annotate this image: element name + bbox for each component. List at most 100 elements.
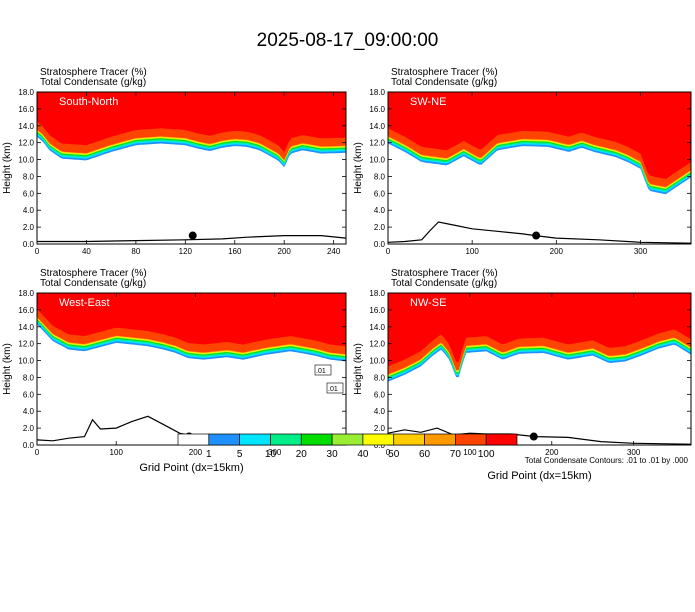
tracer-band-10 [37,92,346,152]
y-tick-label: 18.0 [18,289,34,298]
x-tick-label: 0 [386,448,391,457]
plot-area [388,92,691,244]
colorbar-label: 5 [237,449,243,460]
x-tick-label: 200 [278,247,292,256]
panel-header-line: Total Condensate (g/kg) [40,278,146,289]
y-tick-label: 16.0 [369,306,385,315]
y-tick-label: 18.0 [18,88,34,97]
y-tick-label: 12.0 [18,139,34,148]
panel-header-line: Stratosphere Tracer (%) [40,268,147,279]
y-tick-label: 10.0 [18,357,34,366]
colorbar-label: 10 [265,449,277,460]
y-tick-label: 0.0 [374,441,386,450]
terrain-line [388,221,691,244]
x-axis-label: Grid Point (dx=15km) [139,462,243,474]
y-tick-label: 10.0 [369,156,385,165]
panel-header-line: Total Condensate (g/kg) [40,77,146,88]
x-tick-label: 0 [35,247,40,256]
x-tick-label: 0 [386,247,391,256]
y-tick-label: 6.0 [374,390,386,399]
x-tick-label: 100 [463,448,477,457]
y-tick-label: 0.0 [23,240,35,249]
colorbar-swatch [393,433,425,446]
y-tick-label: 14.0 [18,323,34,332]
panel-header-line: Total Condensate (g/kg) [391,77,497,88]
x-tick-label: 200 [189,448,203,457]
plot-area [388,293,691,445]
colorbar-swatch [177,433,210,446]
x-tick-label: 160 [228,247,242,256]
colorbar-swatch [362,433,395,446]
y-tick-label: 14.0 [369,323,385,332]
x-axis-label: Grid Point (dx=15km) [487,470,591,482]
x-tick-label: 0 [35,448,40,457]
y-tick-label: 8.0 [23,172,35,181]
y-tick-label: 14.0 [18,122,34,131]
colorbar-label: 1 [206,449,212,460]
panel-label: West-East [59,297,110,309]
colorbar-label: 30 [327,449,339,460]
panel-header-line: Stratosphere Tracer (%) [391,67,498,78]
y-tick-label: 0.0 [374,240,386,249]
x-tick-label: 100 [110,448,124,457]
y-tick-label: 2.0 [23,424,35,433]
terrain-line [37,235,346,243]
colorbar-swatch [485,433,518,446]
y-tick-label: 0.0 [23,441,35,450]
colorbar-label: 50 [388,449,400,460]
panel-label: SW-NE [410,96,446,108]
y-tick-label: 2.0 [374,223,386,232]
y-tick-label: 16.0 [369,105,385,114]
tracer-band-10 [37,293,346,347]
y-tick-label: 8.0 [374,373,386,382]
y-axis-label: Height (km) [353,142,364,194]
y-tick-label: 6.0 [374,189,386,198]
y-tick-label: 2.0 [23,223,35,232]
colorbar-label: 20 [296,449,308,460]
contour-label-box [326,382,344,394]
colorbar-label: 100 [478,449,495,460]
colorbar-swatch [331,433,364,446]
y-tick-label: 6.0 [23,390,35,399]
tracer-band-10 [388,293,691,367]
panel-west-east: Stratosphere Tracer (%)Total Condensate … [2,268,347,474]
x-tick-label: 300 [634,247,648,256]
y-tick-label: 16.0 [18,306,34,315]
location-marker [529,432,538,441]
x-tick-label: 200 [550,247,564,256]
y-tick-label: 2.0 [374,424,386,433]
y-tick-label: 10.0 [369,357,385,366]
panel-label: NW-SE [410,297,446,309]
y-tick-label: 12.0 [369,139,385,148]
colorbar-label: 40 [357,449,369,460]
y-axis-label: Height (km) [2,343,13,395]
x-tick-label: 100 [465,247,479,256]
panel-south-north: Stratosphere Tracer (%)Total Condensate … [2,67,347,256]
panel-header-line: Total Condensate (g/kg) [391,278,497,289]
x-tick-label: 200 [545,448,559,457]
plot-area: .01 .01 [37,293,346,445]
tracer-band-10 [388,92,691,179]
y-axis-label: Height (km) [2,142,13,194]
y-tick-label: 10.0 [18,156,34,165]
colorbar-swatch [455,433,487,446]
y-tick-label: 4.0 [23,206,35,215]
panel-sw-ne: Stratosphere Tracer (%)Total Condensate … [353,67,692,256]
chart-title: 2025-08-17_09:00:00 [256,30,439,51]
plot-frame [387,91,692,245]
colorbar-swatch [300,433,333,446]
colorbar-swatch [208,433,240,446]
y-tick-label: 8.0 [23,373,35,382]
y-tick-label: 4.0 [374,407,386,416]
y-tick-label: 18.0 [369,289,385,298]
plot-area [37,92,346,244]
x-tick-label: 120 [179,247,193,256]
colorbar-swatch [270,433,302,446]
colorbar-swatch [239,433,271,446]
y-tick-label: 4.0 [23,407,35,416]
y-tick-label: 16.0 [18,105,34,114]
x-tick-label: 240 [327,247,341,256]
y-tick-label: 18.0 [369,88,385,97]
x-tick-label: 300 [268,448,282,457]
